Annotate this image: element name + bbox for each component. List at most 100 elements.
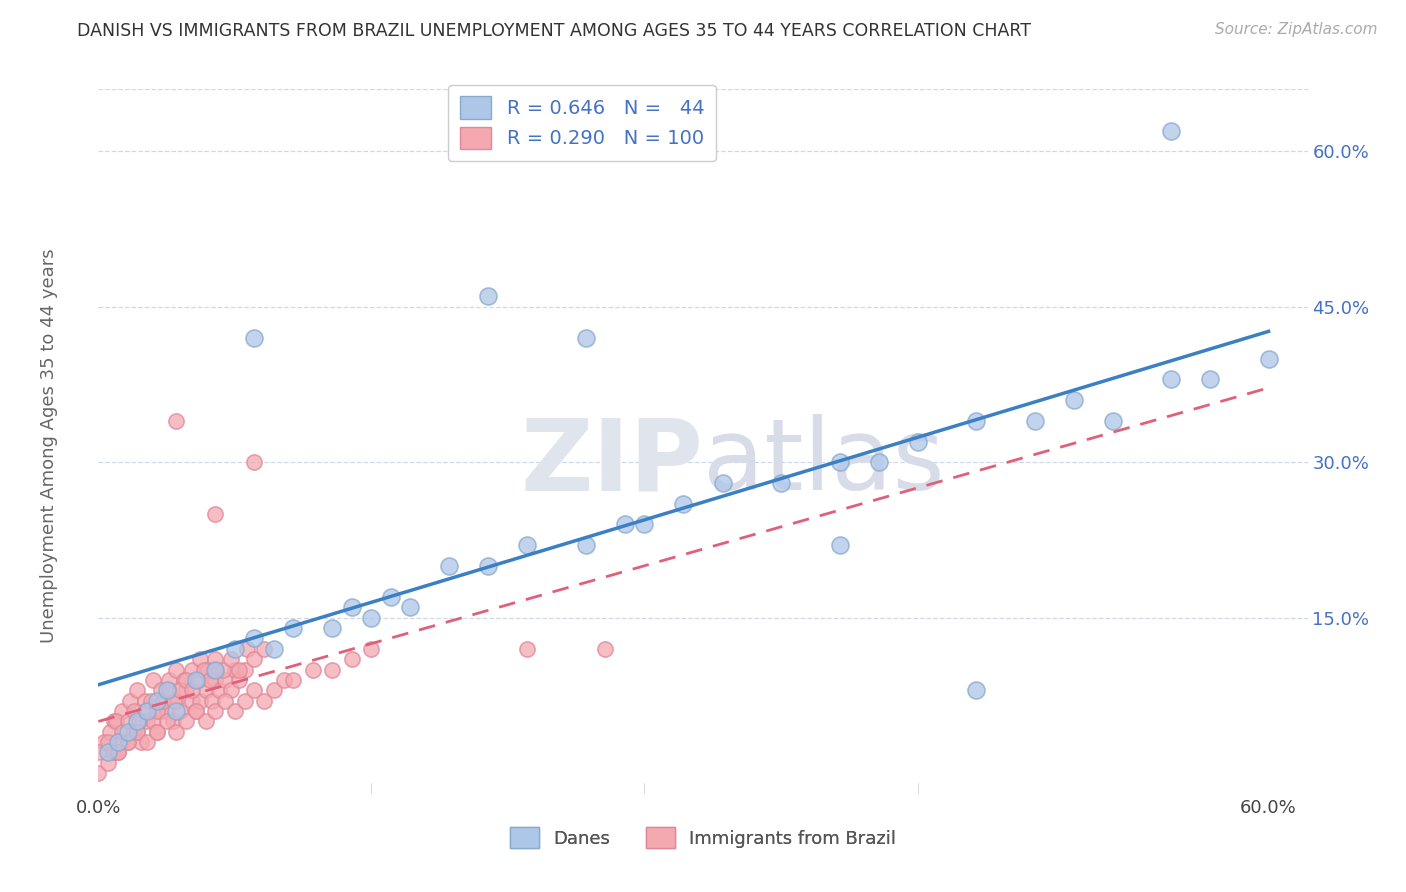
- Point: [131, 735, 153, 749]
- Point: [146, 704, 169, 718]
- Point: [188, 652, 211, 666]
- Point: [233, 693, 256, 707]
- Point: [198, 673, 221, 687]
- Point: [127, 714, 149, 729]
- Point: [614, 517, 637, 532]
- Text: ZIP: ZIP: [520, 414, 703, 511]
- Point: [965, 683, 987, 698]
- Point: [1257, 351, 1279, 366]
- Point: [187, 673, 209, 687]
- Point: [711, 475, 734, 490]
- Point: [340, 652, 363, 666]
- Point: [340, 600, 363, 615]
- Point: [439, 558, 461, 573]
- Point: [157, 673, 180, 687]
- Point: [169, 704, 191, 718]
- Point: [117, 735, 139, 749]
- Point: [595, 641, 617, 656]
- Point: [243, 652, 266, 666]
- Point: [156, 714, 179, 729]
- Point: [672, 497, 695, 511]
- Point: [204, 663, 226, 677]
- Point: [156, 704, 179, 718]
- Point: [103, 746, 125, 760]
- Point: [233, 663, 256, 677]
- Point: [1199, 372, 1222, 386]
- Point: [907, 434, 929, 449]
- Point: [107, 746, 129, 760]
- Point: [127, 724, 149, 739]
- Point: [163, 693, 186, 707]
- Point: [243, 331, 266, 345]
- Point: [263, 683, 285, 698]
- Point: [214, 673, 236, 687]
- Point: [273, 673, 295, 687]
- Point: [165, 704, 187, 718]
- Point: [93, 735, 115, 749]
- Point: [146, 693, 169, 707]
- Point: [283, 673, 305, 687]
- Point: [97, 756, 120, 770]
- Point: [243, 683, 266, 698]
- Point: [122, 724, 145, 739]
- Point: [149, 704, 172, 718]
- Point: [212, 663, 235, 677]
- Point: [136, 704, 159, 718]
- Point: [194, 714, 217, 729]
- Point: [165, 663, 187, 677]
- Point: [360, 611, 382, 625]
- Point: [965, 414, 987, 428]
- Point: [142, 714, 165, 729]
- Point: [107, 746, 129, 760]
- Point: [228, 663, 250, 677]
- Point: [204, 652, 226, 666]
- Point: [200, 693, 222, 707]
- Point: [165, 693, 187, 707]
- Point: [117, 735, 139, 749]
- Point: [633, 517, 655, 532]
- Point: [208, 683, 231, 698]
- Point: [174, 673, 197, 687]
- Point: [127, 683, 149, 698]
- Point: [243, 632, 266, 646]
- Point: [181, 683, 204, 698]
- Point: [157, 683, 180, 698]
- Point: [197, 663, 219, 677]
- Point: [228, 673, 250, 687]
- Point: [165, 414, 187, 428]
- Point: [399, 600, 422, 615]
- Point: [243, 455, 266, 469]
- Point: [380, 590, 402, 604]
- Point: [174, 714, 197, 729]
- Point: [219, 652, 242, 666]
- Point: [181, 663, 204, 677]
- Point: [828, 538, 851, 552]
- Point: [103, 714, 125, 729]
- Point: [162, 714, 184, 729]
- Point: [477, 289, 499, 303]
- Point: [184, 704, 207, 718]
- Point: [127, 724, 149, 739]
- Point: [117, 724, 139, 739]
- Point: [169, 683, 191, 698]
- Point: [214, 693, 236, 707]
- Point: [87, 746, 110, 760]
- Point: [193, 663, 215, 677]
- Point: [146, 724, 169, 739]
- Text: atlas: atlas: [703, 414, 945, 511]
- Point: [263, 641, 285, 656]
- Point: [204, 673, 226, 687]
- Point: [104, 714, 127, 729]
- Point: [98, 724, 121, 739]
- Point: [146, 724, 169, 739]
- Point: [156, 683, 179, 698]
- Point: [194, 683, 217, 698]
- Point: [516, 641, 538, 656]
- Point: [224, 704, 246, 718]
- Point: [111, 735, 134, 749]
- Point: [181, 693, 204, 707]
- Point: [165, 724, 187, 739]
- Point: [111, 704, 134, 718]
- Point: [1024, 414, 1046, 428]
- Point: [97, 735, 120, 749]
